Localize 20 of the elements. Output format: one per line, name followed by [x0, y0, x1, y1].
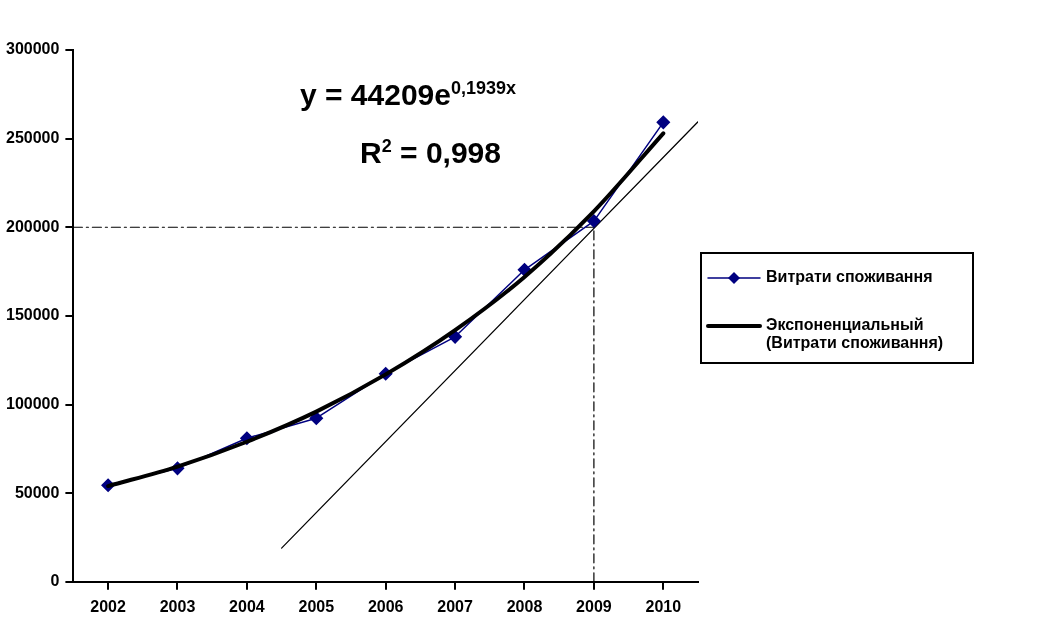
x-tick-label: 2002 [90, 597, 126, 615]
annotation: y = 44209e$^{0,1939x}$ [300, 78, 517, 112]
y-tick-label: 200000 [6, 217, 60, 235]
x-tick-label: 2007 [437, 597, 473, 615]
y-tick-label: 150000 [6, 306, 60, 324]
x-tick-label: 2009 [576, 597, 612, 615]
legend-label: Экспоненциальный (Витрати споживання) [766, 316, 945, 352]
y-tick-label: 50000 [14, 483, 60, 501]
x-tick-label: 2010 [645, 597, 682, 615]
y-tick-label: 100000 [6, 394, 60, 412]
y-tick-label: 0 [50, 572, 60, 590]
y-tick-label: 300000 [6, 40, 60, 58]
y-tick-label: 250000 [6, 129, 60, 147]
x-tick-label: 2004 [229, 597, 265, 615]
annotation: R$^{2}$ = 0,998 [360, 136, 501, 170]
x-tick-label: 2003 [159, 597, 196, 615]
x-tick-label: 2008 [506, 597, 543, 615]
legend-label: Витрати споживання [766, 268, 933, 286]
x-tick-label: 2006 [367, 597, 404, 615]
x-tick-label: 2005 [298, 597, 335, 615]
